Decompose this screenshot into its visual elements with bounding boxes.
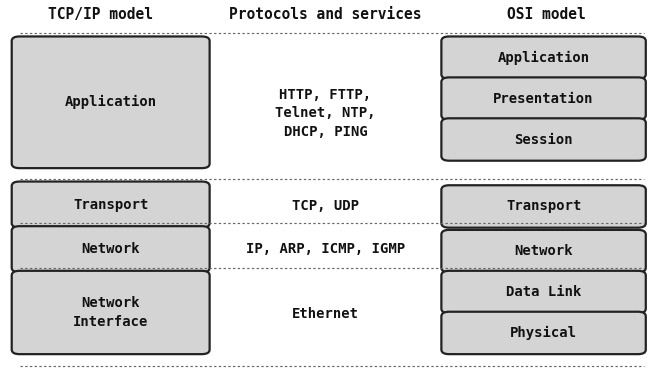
Text: OSI model: OSI model bbox=[508, 7, 586, 22]
FancyBboxPatch shape bbox=[441, 77, 646, 120]
Text: Physical: Physical bbox=[510, 326, 577, 340]
FancyBboxPatch shape bbox=[441, 271, 646, 313]
Text: HTTP, FTTP,
Telnet, NTP,
DHCP, PING: HTTP, FTTP, Telnet, NTP, DHCP, PING bbox=[275, 88, 376, 139]
FancyBboxPatch shape bbox=[441, 36, 646, 79]
FancyBboxPatch shape bbox=[12, 271, 210, 354]
FancyBboxPatch shape bbox=[441, 230, 646, 272]
FancyBboxPatch shape bbox=[12, 226, 210, 272]
Text: IP, ARP, ICMP, IGMP: IP, ARP, ICMP, IGMP bbox=[246, 242, 405, 256]
Text: Presentation: Presentation bbox=[493, 92, 594, 106]
Text: TCP, UDP: TCP, UDP bbox=[292, 199, 359, 214]
FancyBboxPatch shape bbox=[12, 182, 210, 228]
Text: Protocols and services: Protocols and services bbox=[229, 7, 422, 22]
FancyBboxPatch shape bbox=[12, 36, 210, 168]
FancyBboxPatch shape bbox=[441, 312, 646, 354]
FancyBboxPatch shape bbox=[441, 118, 646, 161]
Text: TCP/IP model: TCP/IP model bbox=[48, 7, 154, 22]
Text: Network
Interface: Network Interface bbox=[73, 296, 148, 329]
Text: Network: Network bbox=[81, 242, 140, 256]
Text: Session: Session bbox=[514, 132, 573, 147]
FancyBboxPatch shape bbox=[441, 185, 646, 228]
Text: Data Link: Data Link bbox=[506, 285, 581, 299]
Text: Network: Network bbox=[514, 244, 573, 258]
Text: Transport: Transport bbox=[506, 199, 581, 214]
Text: Ethernet: Ethernet bbox=[292, 307, 359, 321]
Text: Application: Application bbox=[64, 95, 157, 109]
Text: Transport: Transport bbox=[73, 198, 148, 212]
Text: Application: Application bbox=[497, 51, 590, 65]
